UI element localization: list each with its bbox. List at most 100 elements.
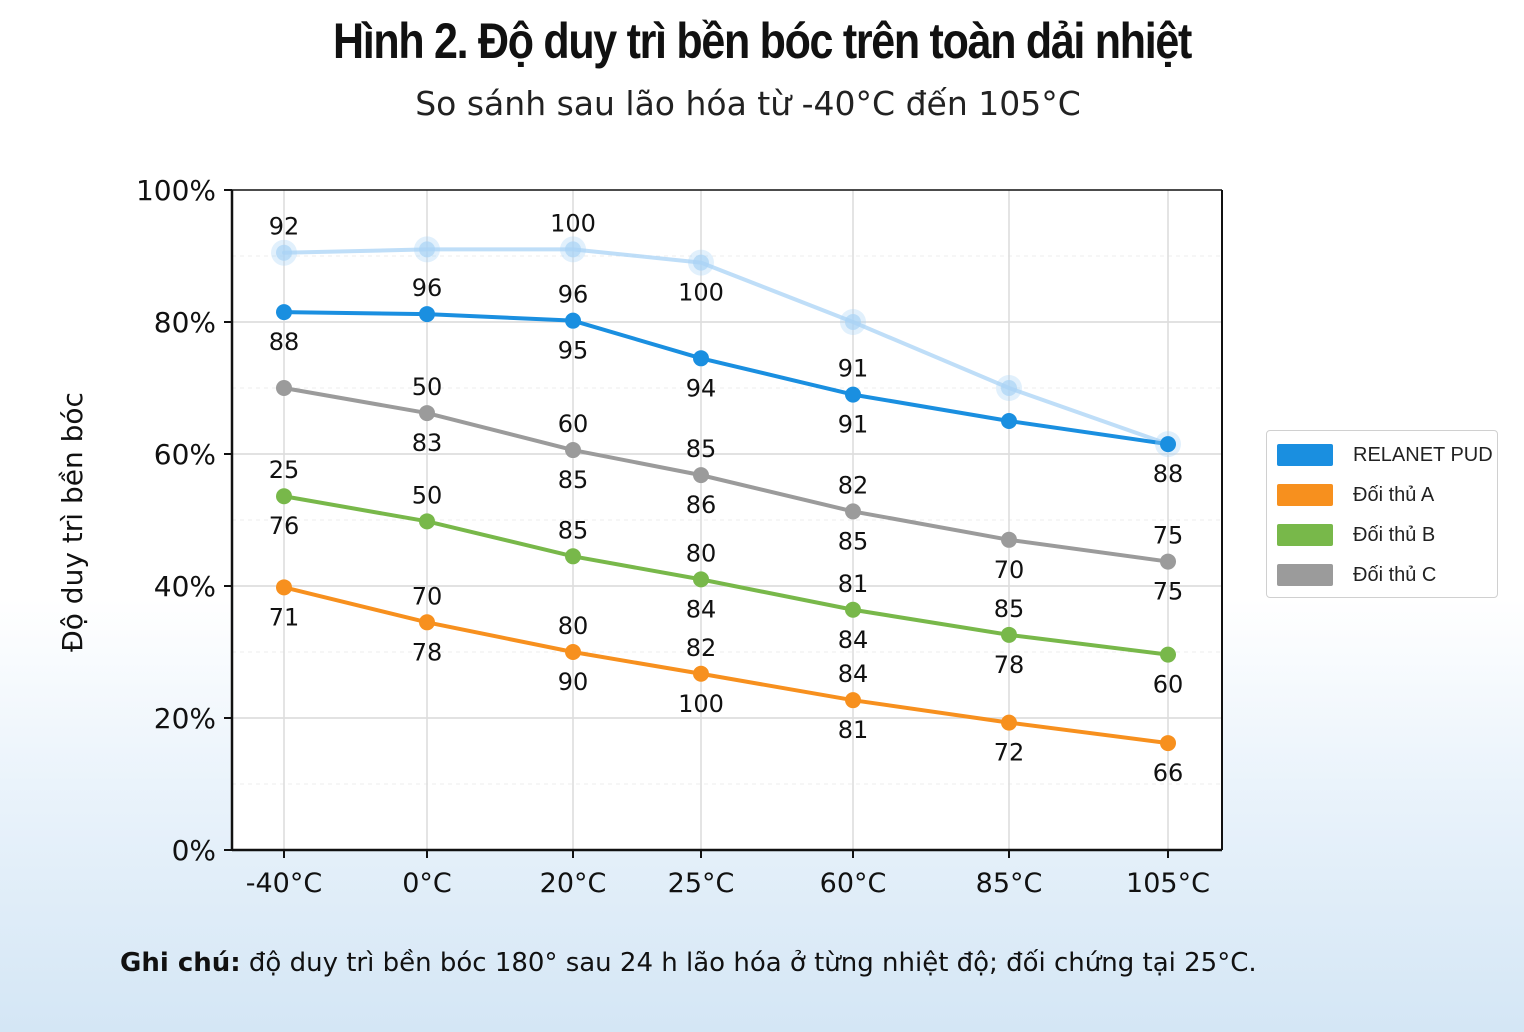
data-point [276,579,292,596]
data-point [1160,735,1176,752]
data-point [419,405,435,422]
data-label: 70 [994,556,1025,584]
y-tick-label: 40% [154,570,216,603]
data-label: 82 [686,634,717,662]
data-point [693,254,709,271]
data-label: 81 [838,570,869,598]
legend-swatch [1277,524,1333,546]
data-label: 92 [269,213,300,241]
data-labels: 92 100 100 88 96 96 95 94 91 91 88 71 70 78 80 90 82 100 8… [269,209,1184,787]
x-tick-label: 85°C [976,868,1043,899]
data-point [565,644,581,660]
legend: RELANET PUD Đối thủ A Đối thủ B Đối thủ … [1266,430,1498,598]
data-point [419,614,435,631]
data-point [845,314,861,330]
legend-item-relanet: RELANET PUD [1277,443,1493,467]
data-point [845,601,861,618]
y-tick-label: 20% [154,702,216,735]
data-label: 94 [686,374,717,402]
x-tick-label: 25°C [668,868,735,899]
data-label: 84 [838,660,869,688]
data-point [693,467,709,484]
data-label: 25 [269,456,300,484]
data-label: 75 [1153,578,1184,606]
legend-item-doi-thu-b: Đối thủ B [1277,523,1435,547]
data-point [1160,436,1176,453]
data-label: 85 [994,595,1025,623]
data-point [693,665,709,682]
data-label: 72 [994,739,1025,767]
footnote-label: Ghi chú: [120,948,241,978]
data-label: 85 [558,516,589,544]
data-point [565,241,581,258]
data-label: 78 [994,651,1025,679]
legend-label: Đối thủ C [1353,563,1437,586]
legend-item-doi-thu-a: Đối thủ A [1277,483,1434,507]
data-point [1001,413,1017,429]
data-label: 84 [686,595,717,623]
data-label: 75 [1153,522,1184,550]
data-points [271,236,1181,752]
data-label: 84 [838,626,869,654]
data-label: 96 [558,281,589,309]
data-label: 81 [838,716,869,744]
data-point [565,312,581,329]
data-point [276,244,292,261]
data-point [276,380,292,396]
data-label: 66 [1153,759,1184,787]
data-point [1001,531,1017,548]
data-point [276,488,292,505]
data-label: 90 [558,668,589,696]
data-label: 50 [412,373,443,401]
legend-item-doi-thu-c: Đối thủ C [1277,563,1436,587]
data-label: 88 [269,328,300,356]
legend-label: Đối thủ A [1353,483,1435,506]
data-point [1160,553,1176,570]
data-label: 78 [412,638,443,666]
x-tick-label: 60°C [820,868,887,899]
footnote-text: độ duy trì bền bóc 180° sau 24 h lão hóa… [240,948,1257,978]
data-label: 82 [838,471,869,499]
x-tick-label: 20°C [540,868,607,899]
gridlines [232,190,1222,850]
data-label: 60 [558,410,589,438]
data-label: 100 [678,690,724,718]
y-tick-label: 60% [154,438,216,471]
axes [224,189,1223,858]
data-point [1001,626,1017,643]
legend-label: RELANET PUD [1353,443,1493,466]
data-label: 50 [412,481,443,509]
x-tick-label: 0°C [402,868,452,899]
data-point [565,548,581,565]
data-point [693,350,709,367]
tick-labels: 0% 20% 40% 60% 80% 100% -40°C 0°C 20°C 25°C 60°C 85… [136,174,1210,899]
data-label: 76 [269,512,300,540]
chart-title: Hình 2. Độ duy trì bền bóc trên toàn dải… [332,13,1192,69]
data-point [565,442,581,459]
footnote: Ghi chú: độ duy trì bền bóc 180° sau 24 … [120,948,1257,978]
data-point [419,513,435,530]
data-label: 80 [686,539,717,567]
data-label: 83 [412,429,443,457]
data-label: 60 [1153,671,1184,699]
data-label: 96 [412,274,443,302]
data-label: 70 [412,582,443,610]
data-point [693,571,709,588]
data-label: 91 [838,355,869,383]
y-tick-label: 0% [172,834,216,867]
data-label: 80 [558,612,589,640]
data-label: 71 [269,603,300,631]
y-tick-label: 80% [154,306,216,339]
data-label: 88 [1153,460,1184,488]
x-tick-label: -40°C [246,868,322,899]
data-point [276,304,292,321]
y-axis-label: Độ duy trì bền bóc [56,392,89,652]
data-point [845,692,861,709]
data-point [419,306,435,323]
data-label: 100 [678,279,724,307]
data-label: 91 [838,411,869,439]
data-point [419,241,435,258]
data-point [1001,714,1017,731]
data-label: 86 [686,491,717,519]
